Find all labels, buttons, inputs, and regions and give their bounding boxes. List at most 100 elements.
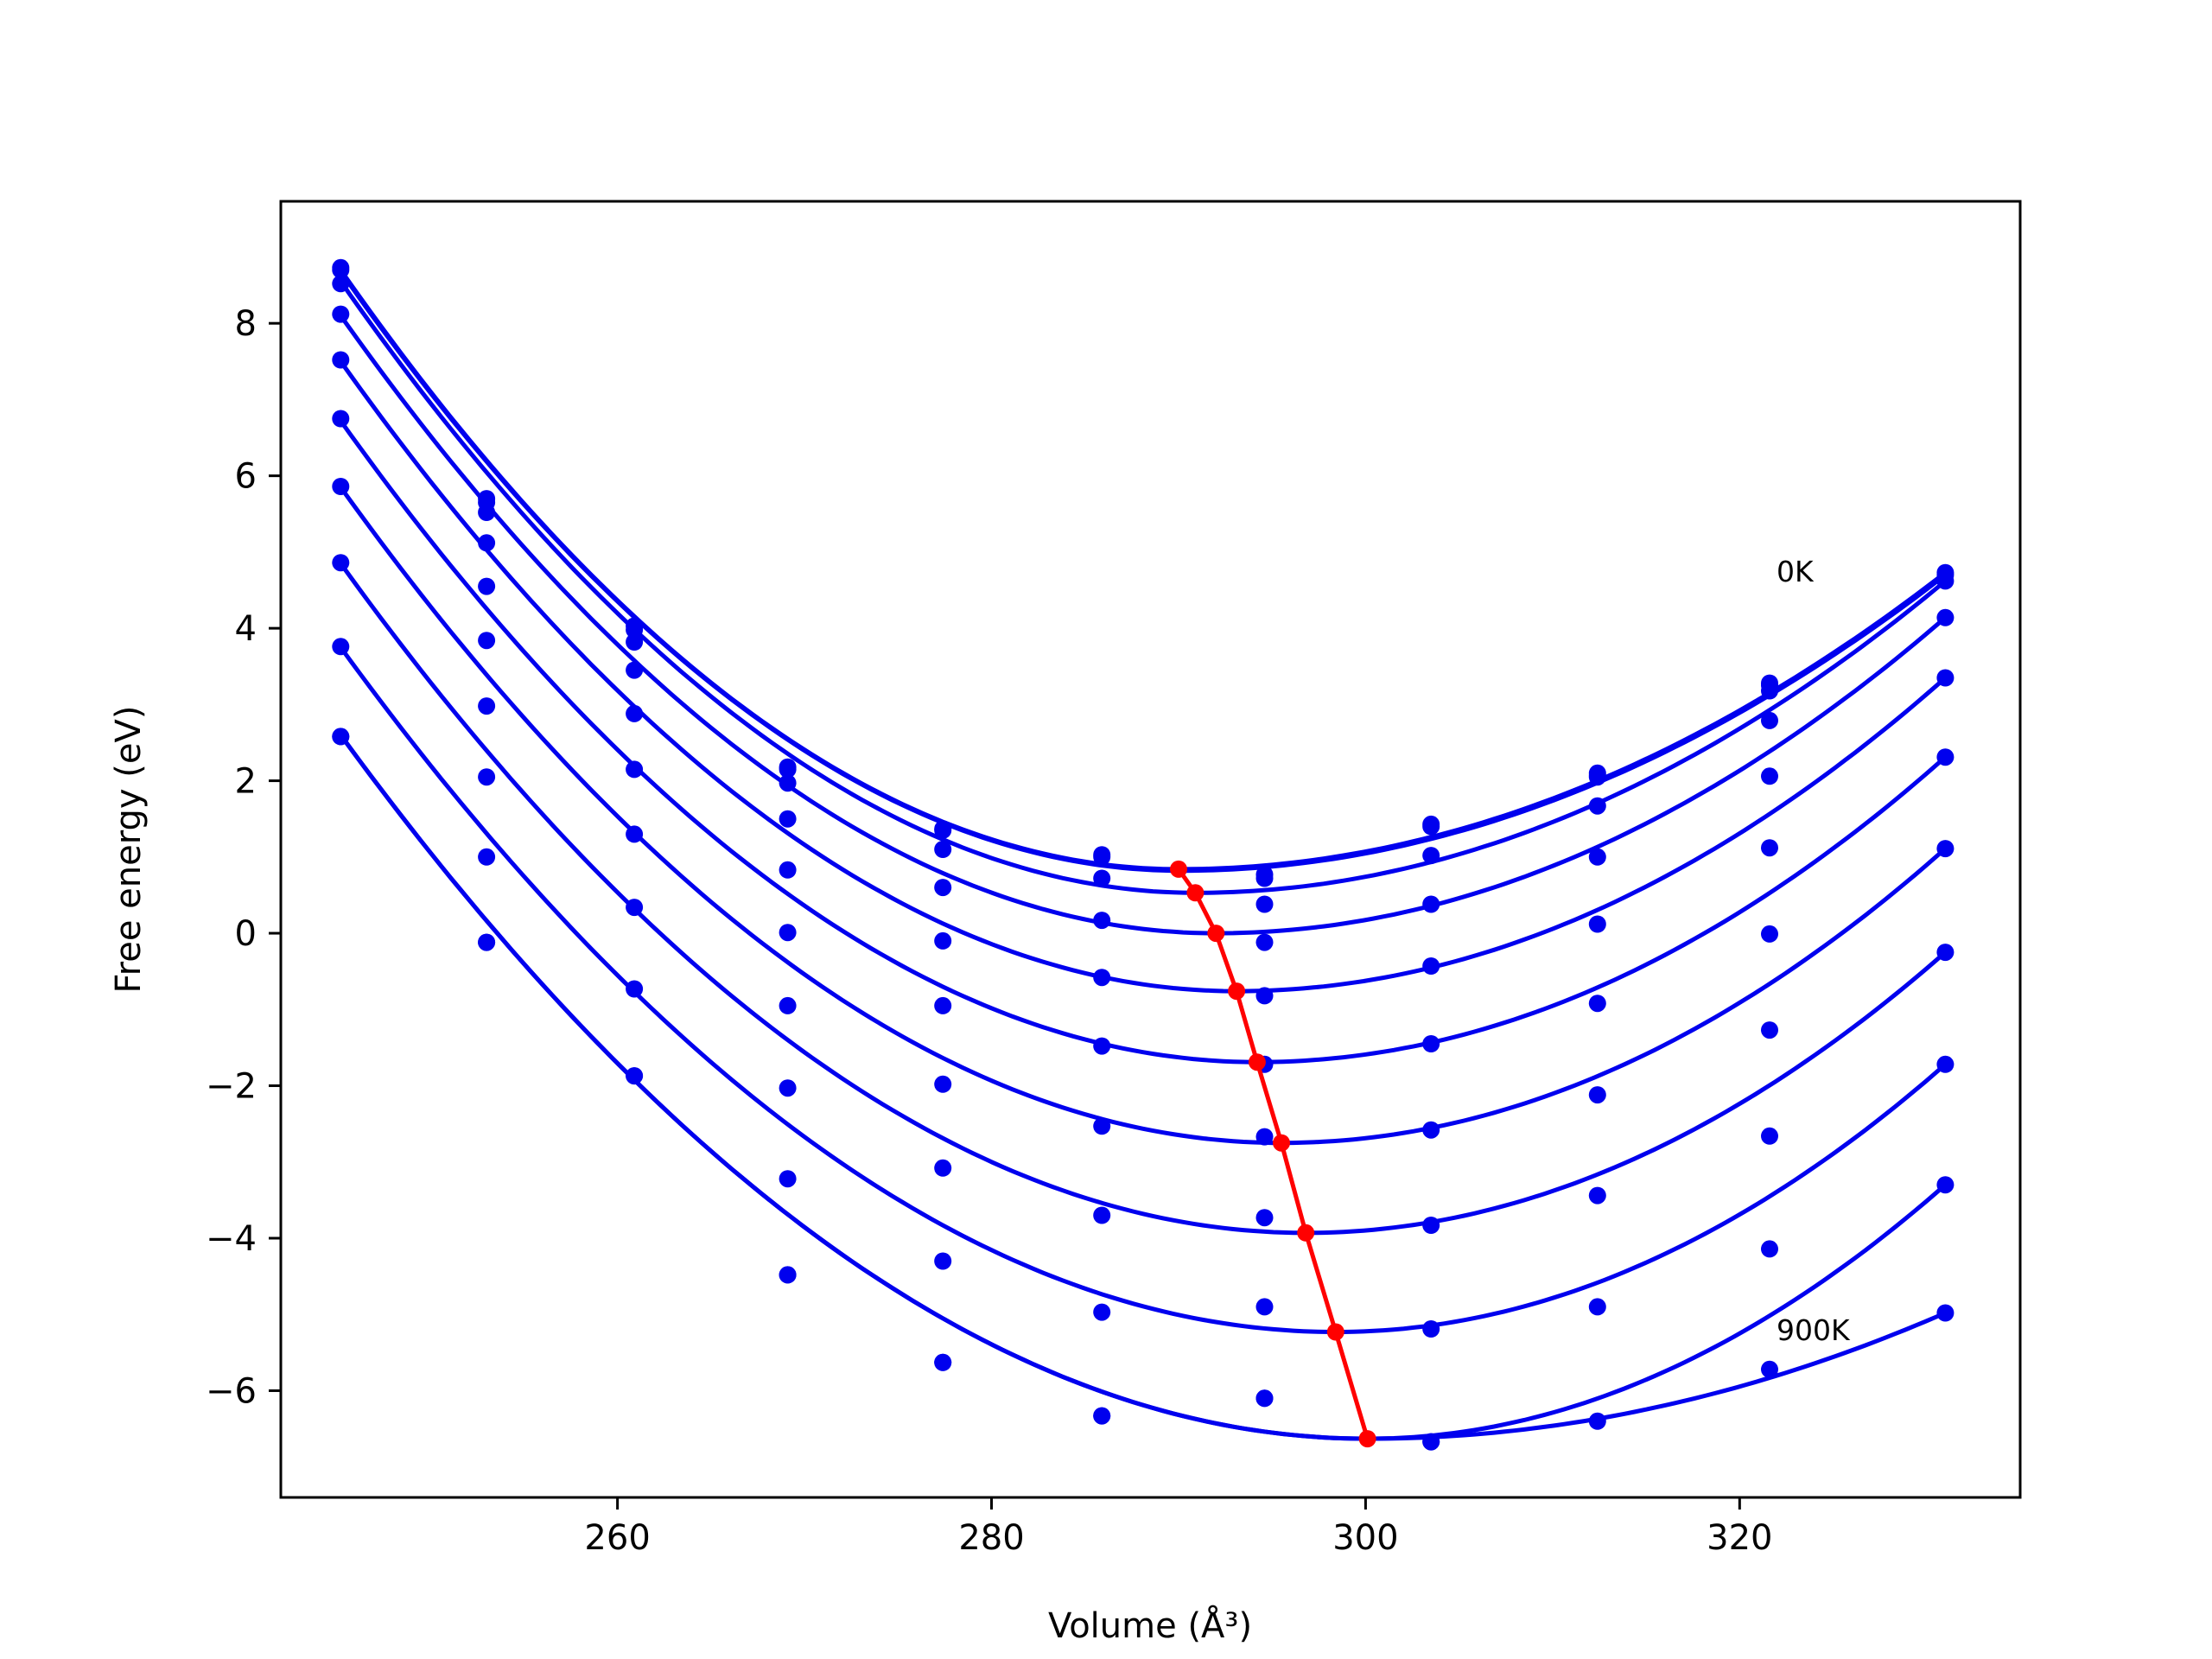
data-point-s2-p1 [478, 504, 496, 521]
data-point-s10-p1 [478, 933, 496, 951]
data-point-s5-p0 [332, 410, 350, 428]
data-point-s7-p10 [1936, 944, 1955, 962]
annotations: 0K 900K [1777, 555, 1851, 1347]
minimum-point-7 [1326, 1323, 1344, 1341]
y-tick-label: −4 [206, 1219, 257, 1259]
data-point-s8-p7 [1422, 1320, 1440, 1338]
data-point-s5-p1 [478, 632, 496, 650]
annotation-0k: 0K [1777, 555, 1815, 588]
data-point-s7-p4 [934, 1159, 952, 1177]
x-tick-label: 320 [1707, 1518, 1772, 1558]
y-tick-label: 6 [235, 457, 257, 497]
x-tick-label: 280 [958, 1518, 1024, 1558]
data-point-s6-p6 [1255, 1128, 1274, 1146]
fit-curves [339, 268, 1948, 1441]
data-point-s3-p7 [1422, 895, 1440, 913]
x-axis: 260 280 300 320 [584, 1497, 1773, 1558]
data-point-s3-p1 [478, 534, 496, 552]
data-point-s4-p2 [626, 704, 644, 722]
data-point-s10-p3 [779, 1266, 797, 1284]
data-point-s10-p8 [1588, 1412, 1606, 1430]
data-point-s2-p10 [1936, 572, 1955, 590]
fit-curve-5 [339, 419, 1948, 1065]
x-tick-label: 260 [584, 1518, 650, 1558]
plot-frame [279, 200, 2022, 1499]
data-point-s3-p10 [1936, 608, 1955, 626]
data-point-s3-p8 [1588, 797, 1606, 815]
data-point-s7-p7 [1422, 1217, 1440, 1234]
data-point-s10-p9 [1761, 1360, 1778, 1378]
data-point-s4-p0 [332, 351, 350, 369]
data-point-s7-p8 [1588, 1086, 1606, 1104]
data-point-s6-p0 [332, 478, 350, 495]
data-point-s8-p5 [1093, 1303, 1111, 1321]
data-point-s5-p2 [626, 760, 644, 779]
data-point-s10-p6 [1255, 1389, 1274, 1408]
data-point-s1-p7 [1422, 817, 1440, 836]
minimum-point-1 [1186, 884, 1205, 902]
data-point-s3-p4 [934, 879, 952, 897]
data-point-s2-p5 [1093, 869, 1111, 887]
data-point-s8-p9 [1761, 1127, 1778, 1145]
data-point-s5-p8 [1588, 915, 1606, 933]
data-point-s1-p4 [934, 821, 952, 839]
data-point-s9-p8 [1588, 1298, 1606, 1316]
data-point-s4-p6 [1255, 987, 1274, 1005]
data-point-s4-p1 [478, 577, 496, 595]
data-point-s1-p2 [626, 620, 644, 639]
data-point-s6-p3 [779, 996, 797, 1014]
data-point-s10-p7 [1422, 1433, 1440, 1451]
data-point-s2-p7 [1422, 847, 1440, 865]
data-point-s8-p6 [1255, 1298, 1274, 1316]
data-point-s7-p2 [626, 899, 644, 917]
data-point-s7-p9 [1761, 1021, 1778, 1039]
data-point-s9-p9 [1761, 1240, 1778, 1258]
data-point-s8-p8 [1588, 1186, 1606, 1205]
data-point-s2-p4 [934, 841, 952, 858]
data-point-s8-p3 [779, 1170, 797, 1188]
data-point-s3-p2 [626, 661, 644, 679]
fit-curve-8 [339, 645, 1948, 1334]
data-point-s2-p2 [626, 633, 644, 651]
data-point-s7-p3 [779, 1079, 797, 1097]
fit-curve-2 [339, 280, 1947, 895]
fit-curve-4 [339, 359, 1948, 994]
minimum-point-4 [1248, 1053, 1266, 1071]
data-point-s6-p7 [1422, 1121, 1440, 1139]
data-point-s4-p3 [779, 861, 797, 879]
fit-curve-6 [339, 486, 1948, 1146]
y-tick-label: 2 [235, 762, 257, 802]
fit-curve-7 [339, 562, 1948, 1236]
data-point-s10-p10 [1936, 1304, 1955, 1322]
data-point-s2-p3 [779, 774, 797, 792]
data-point-s3-p3 [779, 810, 797, 828]
x-axis-title: Volume (Å³) [1048, 1605, 1252, 1646]
data-point-s8-p0 [332, 638, 350, 656]
y-axis: −6 −4 −2 0 2 4 6 8 [206, 304, 281, 1411]
data-point-s7-p0 [332, 554, 350, 572]
data-point-s9-p10 [1936, 1176, 1955, 1194]
minimum-point-5 [1273, 1134, 1290, 1152]
y-tick-label: 4 [235, 609, 257, 649]
data-point-s3-p5 [1093, 912, 1111, 930]
data-point-s6-p8 [1588, 995, 1606, 1013]
data-point-s2-p6 [1255, 895, 1274, 913]
data-point-s1-p6 [1255, 869, 1274, 887]
data-point-s6-p2 [626, 825, 644, 843]
data-point-s1-p0 [332, 261, 350, 279]
data-points [332, 258, 1955, 1451]
data-point-s5-p9 [1761, 839, 1778, 857]
data-point-s5-p7 [1422, 1035, 1440, 1052]
data-point-s3-p0 [332, 305, 350, 323]
data-point-s6-p1 [478, 697, 496, 715]
data-point-s2-p8 [1588, 768, 1606, 786]
data-point-s3-p9 [1761, 711, 1778, 729]
data-point-s6-p4 [934, 1075, 952, 1093]
minimum-point-8 [1358, 1430, 1376, 1448]
minimum-point-0 [1170, 860, 1187, 878]
data-point-s3-p6 [1255, 933, 1274, 951]
y-axis-title: Free energy (eV) [109, 706, 149, 994]
annotation-900k: 900K [1777, 1313, 1851, 1347]
